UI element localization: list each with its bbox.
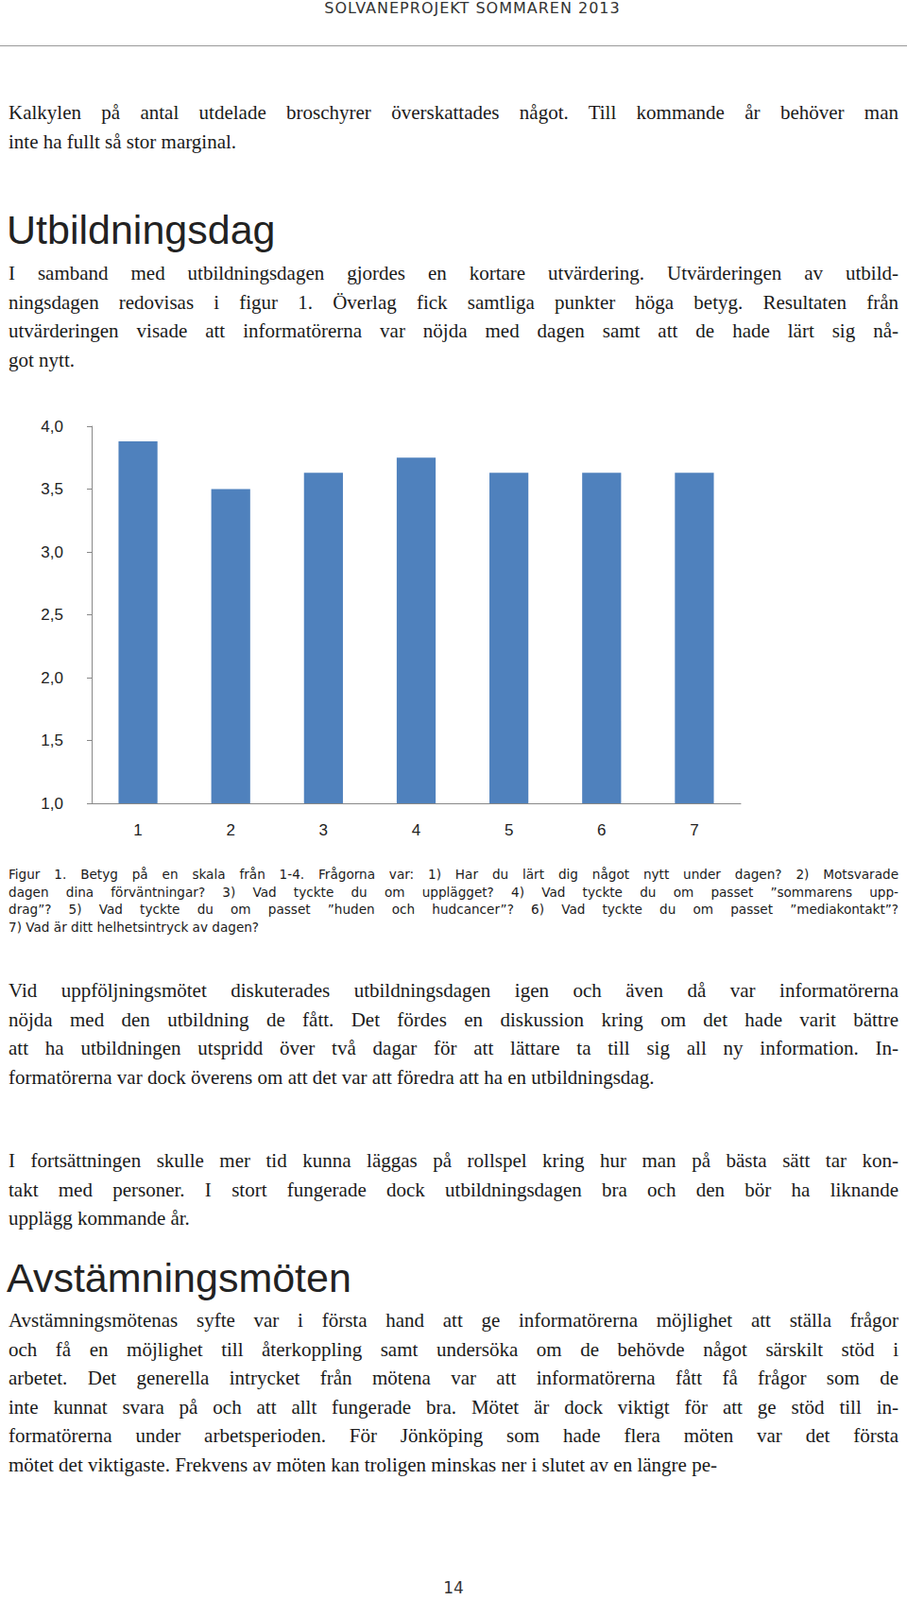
html-text:mötet det viktigaste. Frekvens: mötet det viktigaste. Frekvens av möten …	[8, 1452, 718, 1476]
svg-text:2: 2	[225, 821, 235, 839]
html-text:utvärderingen visade att infor: utvärderingen visade att informatörerna …	[8, 319, 899, 343]
html-text:Avstämningsmötenas syfte var i: Avstämningsmötenas syfte var i första ha…	[8, 1308, 899, 1332]
svg-text:2,0: 2,0	[40, 668, 64, 687]
html-text:Avstämningsmöten: Avstämningsmöten	[6, 1254, 352, 1301]
svg-text:3,0: 3,0	[40, 543, 64, 562]
svg-text:1,5: 1,5	[40, 731, 64, 750]
html-text:7) Vad är ditt helhetsintryck: 7) Vad är ditt helhetsintryck av dagen?	[8, 919, 259, 935]
html-text:formatörerna under arbetsperio: formatörerna under arbetsperioden. För J…	[8, 1423, 899, 1447]
svg-text:4,0: 4,0	[40, 417, 64, 436]
html-text:och få en möjlighet till återk: och få en möjlighet till återkoppling sa…	[8, 1337, 899, 1361]
html-text:I fortsättningen skulle mer ti: I fortsättningen skulle mer tid kunna lä…	[8, 1148, 899, 1172]
html-text:att ha utbildningen utspridd ö: att ha utbildningen utspridd över två da…	[8, 1036, 899, 1060]
html-text:Figur 1. Betyg på en skala frå: Figur 1. Betyg på en skala från 1-4. Frå…	[8, 866, 899, 882]
html-text:got nytt.: got nytt.	[8, 348, 75, 371]
html-text:Vid uppföljningsmötet diskuter: Vid uppföljningsmötet diskuterades utbil…	[8, 978, 899, 1002]
html-text:drag”? 5) Vad tyckte du om pas: drag”? 5) Vad tyckte du om passet ”huden…	[8, 901, 899, 917]
html-text:inte kunnat svara på och att a: inte kunnat svara på och att allt funger…	[8, 1394, 899, 1418]
svg-text:1: 1	[133, 821, 142, 839]
html-text:upplägg kommande år.: upplägg kommande år.	[8, 1206, 190, 1230]
svg-text:3,5: 3,5	[40, 479, 64, 498]
html-text:I samband med utbildningsdagen: I samband med utbildningsdagen gjordes e…	[8, 261, 899, 285]
svg-text:3: 3	[319, 821, 328, 839]
html-text:nöjda med den utbildning de få: nöjda med den utbildning de fått. Det fö…	[8, 1007, 899, 1031]
svg-text:1,0: 1,0	[40, 794, 64, 813]
html-text:14: 14	[443, 1577, 464, 1597]
svg-text:2,5: 2,5	[40, 605, 64, 624]
html-text:ningsdagen redovisas i figur 1: ningsdagen redovisas i figur 1. Överlag …	[8, 290, 899, 314]
html-text:inte ha fullt så stor marginal: inte ha fullt så stor marginal.	[8, 129, 237, 153]
html-text:Utbildningsdag: Utbildningsdag	[6, 206, 276, 253]
html-text:arbetet. Det generella intryck: arbetet. Det generella intrycket från mö…	[8, 1366, 899, 1389]
html-text:takt med personer. I stort fun: takt med personer. I stort fungerade doc…	[8, 1177, 899, 1201]
svg-text:5: 5	[504, 821, 514, 839]
html-text:Kalkylen på antal utdelade bro: Kalkylen på antal utdelade broschyrer öv…	[8, 101, 899, 124]
svg-text:6: 6	[597, 821, 606, 839]
html-text:SOLVANEPROJEKT SOMMAREN 2013: SOLVANEPROJEKT SOMMAREN 2013	[324, 0, 621, 18]
svg-text:4: 4	[411, 821, 421, 839]
html-text:dagen dina förväntningar? 3) V: dagen dina förväntningar? 3) Vad tyckte …	[8, 884, 899, 900]
html-text:formatörerna var dock överens: formatörerna var dock överens om att det…	[8, 1065, 655, 1088]
svg-text:7: 7	[689, 821, 699, 839]
